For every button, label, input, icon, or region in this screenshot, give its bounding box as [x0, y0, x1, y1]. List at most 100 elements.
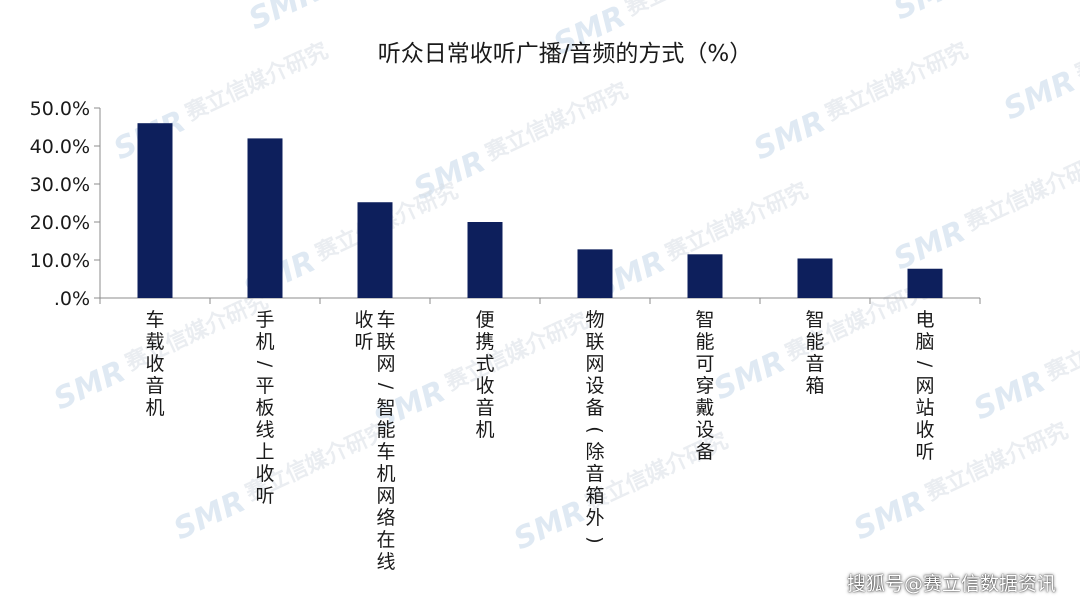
y-tick-label: 30.0% — [30, 174, 90, 196]
x-category-char: / — [254, 361, 276, 368]
watermark-logo: SMR — [749, 104, 831, 167]
watermark-logo: SMR — [49, 354, 131, 417]
x-category-char: 车 — [376, 441, 395, 463]
y-tick-label: .0% — [54, 288, 90, 310]
x-category-char: 听 — [255, 485, 274, 507]
watermark-text: 赛立信媒介研究 — [821, 38, 972, 127]
x-category-char: 式 — [475, 353, 494, 375]
bar — [577, 249, 613, 298]
x-category-char: 穿 — [695, 375, 714, 397]
x-category-char: 网 — [915, 375, 934, 397]
x-category-char: 能 — [805, 331, 824, 353]
x-category-char: 线 — [376, 551, 395, 573]
x-category-char: / — [914, 361, 936, 368]
x-category-char: / — [375, 383, 397, 390]
x-category-char: 线 — [255, 419, 274, 441]
x-category-char: 外 — [585, 507, 604, 529]
x-category-char: 电 — [915, 309, 934, 331]
bar — [797, 258, 833, 298]
watermark-logo: SMR — [889, 0, 971, 27]
watermark-logo: SMR — [999, 64, 1080, 127]
x-category-char: 智 — [376, 397, 395, 419]
x-category-char: 收 — [145, 353, 164, 375]
watermark-logo: SMR — [709, 344, 791, 407]
x-category-char: 箱 — [585, 485, 604, 507]
x-category-char: 物 — [585, 309, 604, 331]
x-category-char: 携 — [475, 331, 494, 353]
x-category-char: 上 — [255, 441, 274, 463]
axes — [94, 107, 981, 304]
watermark-logo: SMR — [849, 484, 931, 547]
x-category-char: 能 — [695, 331, 714, 353]
watermark-logo: SMR — [509, 494, 591, 557]
x-category-char: 机 — [255, 331, 274, 353]
x-category-char: 站 — [915, 397, 934, 419]
x-category-char: 可 — [695, 353, 714, 375]
x-category-char: ) — [584, 536, 606, 543]
y-tick-label: 20.0% — [30, 212, 90, 234]
x-category-char: 戴 — [695, 397, 714, 419]
x-category-char: 箱 — [805, 375, 824, 397]
x-category-char: 听 — [915, 441, 934, 463]
bars — [137, 123, 943, 298]
x-category-char: 车 — [376, 309, 395, 331]
x-category-char: 网 — [376, 353, 395, 375]
x-category-char: 络 — [376, 507, 395, 529]
bar — [467, 222, 503, 298]
x-category-char: 音 — [585, 463, 604, 485]
x-category-char: 车 — [145, 309, 164, 331]
watermark-text: 赛立信媒介研究 — [621, 0, 772, 22]
x-category-char: 板 — [255, 397, 274, 419]
x-category-char: 机 — [475, 419, 494, 441]
watermark-text: 赛立信媒介研究 — [661, 178, 812, 267]
watermark-text: 赛立信媒介研究 — [181, 38, 332, 127]
x-category-char: 机 — [145, 397, 164, 419]
x-category-char: 联 — [585, 331, 604, 353]
x-category-char: 脑 — [915, 331, 934, 353]
x-category-char: 平 — [255, 375, 274, 397]
x-category-char: ( — [584, 426, 606, 433]
x-category-char: 收 — [475, 375, 494, 397]
x-category-char: 网 — [585, 353, 604, 375]
x-category-char: 载 — [145, 331, 164, 353]
x-category-char: 听 — [354, 331, 373, 353]
x-category-char: 收 — [915, 419, 934, 441]
watermark-logo: SMR — [969, 364, 1051, 427]
x-category-char: 音 — [475, 397, 494, 419]
watermark-logo: SMR — [889, 214, 971, 277]
x-category-char: 在 — [376, 529, 395, 551]
watermark-text: 赛立信媒介研究 — [1071, 0, 1080, 87]
bar — [357, 202, 393, 298]
x-category-char: 设 — [695, 419, 714, 441]
x-category-char: 联 — [376, 331, 395, 353]
watermark-text: 赛立信媒介研究 — [921, 418, 1072, 507]
x-category-char: 音 — [805, 353, 824, 375]
x-category-char: 智 — [695, 309, 714, 331]
bar — [687, 254, 723, 298]
x-category-char: 智 — [805, 309, 824, 331]
y-tick-label: 10.0% — [30, 250, 90, 272]
x-category-char: 设 — [585, 375, 604, 397]
watermark-logo: SMR — [244, 0, 326, 37]
watermark-text: 赛立信媒介研究 — [1041, 298, 1080, 387]
bar — [907, 268, 943, 298]
source-watermark: 搜狐号@赛立信数据资讯 — [846, 573, 1056, 595]
x-category-labels: 车载收音机手机/平板线上收听车联网/智能车机网络在线收听便携式收音机物联网设备(… — [145, 309, 936, 573]
x-category-char: 网 — [376, 485, 395, 507]
y-tick-label: 40.0% — [30, 136, 90, 158]
bar — [247, 138, 283, 298]
